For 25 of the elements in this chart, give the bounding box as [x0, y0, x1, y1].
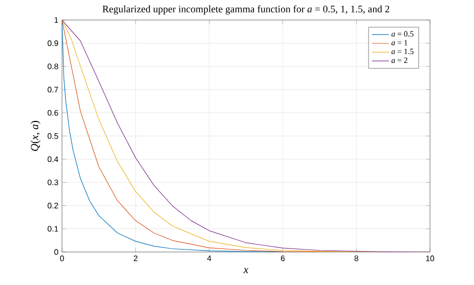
y-tick-label: 0.4 [48, 156, 58, 162]
legend-label: a = 1 [391, 40, 408, 46]
y-tick-label: 0 [54, 249, 58, 255]
y-tick-label: 1 [54, 17, 58, 23]
y-tick-label: 0.5 [48, 133, 58, 139]
x-tick-label: 4 [207, 256, 212, 262]
y-tick-label: 0.2 [48, 202, 58, 208]
y-tick-label: 0.9 [48, 40, 58, 46]
legend-label: a = 0.5 [391, 31, 414, 37]
y-tick-label: 0.6 [48, 110, 58, 116]
x-tick-label: 8 [354, 256, 358, 262]
y-tick-label: 0.3 [48, 180, 58, 186]
legend-label: a = 2 [391, 58, 408, 63]
line-series [62, 20, 430, 252]
x-tick-label: 10 [426, 256, 434, 262]
legend-label: a = 1.5 [391, 48, 414, 54]
x-tick-label: 2 [134, 256, 138, 262]
x-tick-label: 6 [280, 256, 285, 262]
y-axis-title: Q(x, a) [30, 120, 40, 151]
y-tick-label: 0.1 [48, 226, 58, 232]
y-tick-label: 0.8 [48, 64, 58, 70]
chart-title: Regularized upper incomplete gamma function for a = 0.5, 1, 1.5, and 2 [102, 5, 390, 14]
y-tick-label: 0.7 [48, 86, 58, 92]
x-axis-title: x [243, 268, 248, 274]
x-tick-label: 0 [60, 256, 64, 262]
